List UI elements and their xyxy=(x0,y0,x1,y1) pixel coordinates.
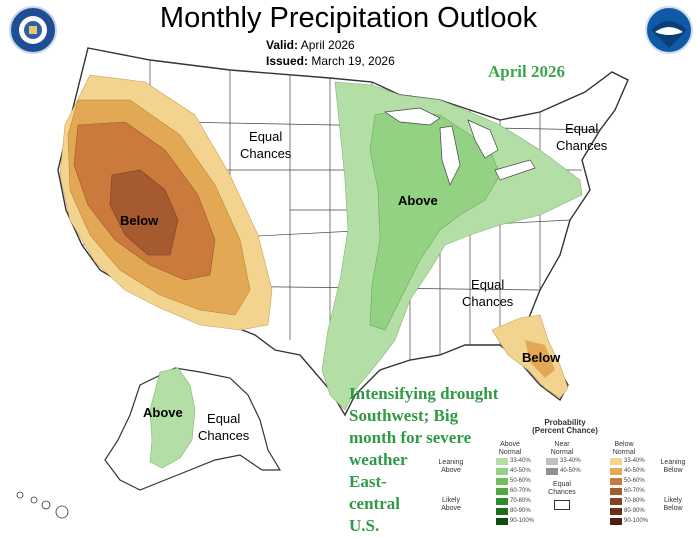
florida-below-core xyxy=(525,340,555,378)
above-range-label: 50-60% xyxy=(510,478,531,484)
noaa-logo-icon xyxy=(645,6,693,54)
below-swatch xyxy=(610,498,622,505)
legend-below-header: Below Normal xyxy=(612,441,636,456)
label-equal-northeast: Equal Chances xyxy=(556,121,608,153)
label-below-florida: Below xyxy=(522,350,561,365)
great-lakes xyxy=(384,107,536,186)
above-range-label: 33-40% xyxy=(510,458,531,464)
above-range-label: 70-80% xyxy=(510,498,531,504)
above-swatch xyxy=(496,508,508,515)
above-range-label: 90-100% xyxy=(510,518,535,524)
above-swatch xyxy=(496,498,508,505)
legend-leaning-above: Leaning Above xyxy=(438,459,464,474)
near-range-label: 40-50% xyxy=(560,468,581,474)
below-range-label: 70-80% xyxy=(624,498,645,504)
issued-value: March 19, 2026 xyxy=(311,54,395,68)
below-swatch xyxy=(610,508,622,515)
above-swatch xyxy=(496,488,508,495)
below-swatch xyxy=(610,518,622,525)
below-swatch xyxy=(610,458,622,465)
legend-near-header: Near Normal xyxy=(550,441,574,456)
legend-likely-above: Likely Above xyxy=(441,497,461,512)
legend-equal-box xyxy=(554,500,570,510)
below-swatch xyxy=(610,478,622,485)
label-above-central: Above xyxy=(398,193,438,208)
label-equal-southeast: Equal Chances xyxy=(462,277,514,309)
above-range-label: 60-70% xyxy=(510,488,531,494)
hawaii-islands xyxy=(16,491,69,519)
valid-line: Valid: April 2026 xyxy=(266,38,355,52)
commerce-seal-icon xyxy=(9,6,57,54)
legend-title: Probability (Percent Chance) xyxy=(532,418,598,435)
near-range-label: 33-40% xyxy=(560,458,581,464)
below-normal-core xyxy=(109,169,179,256)
forecast-note: Intensifying drought Southwest; Big mont… xyxy=(349,384,499,535)
legend-likely-below: Likely Below xyxy=(663,497,683,512)
valid-value: April 2026 xyxy=(300,38,355,52)
issued-label: Issued: xyxy=(266,54,309,68)
legend-leaning-below: Leaning Below xyxy=(660,459,686,474)
below-range-label: 80-90% xyxy=(624,508,645,514)
below-range-label: 90-100% xyxy=(624,518,649,524)
below-swatch xyxy=(610,468,622,475)
above-range-label: 40-50% xyxy=(510,468,531,474)
issued-line: Issued: March 19, 2026 xyxy=(266,54,395,68)
below-swatch xyxy=(610,488,622,495)
below-range-label: 50-60% xyxy=(624,478,645,484)
above-range-label: 80-90% xyxy=(510,508,531,514)
label-equal-west: Equal Chances xyxy=(240,129,292,161)
below-range-label: 40-50% xyxy=(624,468,645,474)
label-equal-alaska: Equal Chances xyxy=(198,411,250,443)
below-range-label: 60-70% xyxy=(624,488,645,494)
alaska-above-region xyxy=(149,367,196,469)
near-swatch xyxy=(546,468,558,475)
above-swatch xyxy=(496,478,508,485)
above-swatch xyxy=(496,518,508,525)
above-swatch xyxy=(496,468,508,475)
above-normal-core xyxy=(369,109,501,331)
probability-legend: Probability (Percent Chance) Above Norma… xyxy=(430,415,692,533)
below-range-label: 33-40% xyxy=(624,458,645,464)
label-below-west: Below xyxy=(120,213,159,228)
near-swatch xyxy=(546,458,558,465)
legend-equal-chances: Equal Chances xyxy=(548,481,576,496)
month-annotation: April 2026 xyxy=(488,62,565,81)
valid-label: Valid: xyxy=(266,38,299,52)
page-title: Monthly Precipitation Outlook xyxy=(159,2,538,34)
above-swatch xyxy=(496,458,508,465)
legend-above-header: Above Normal xyxy=(498,441,522,456)
label-above-alaska: Above xyxy=(143,405,183,420)
